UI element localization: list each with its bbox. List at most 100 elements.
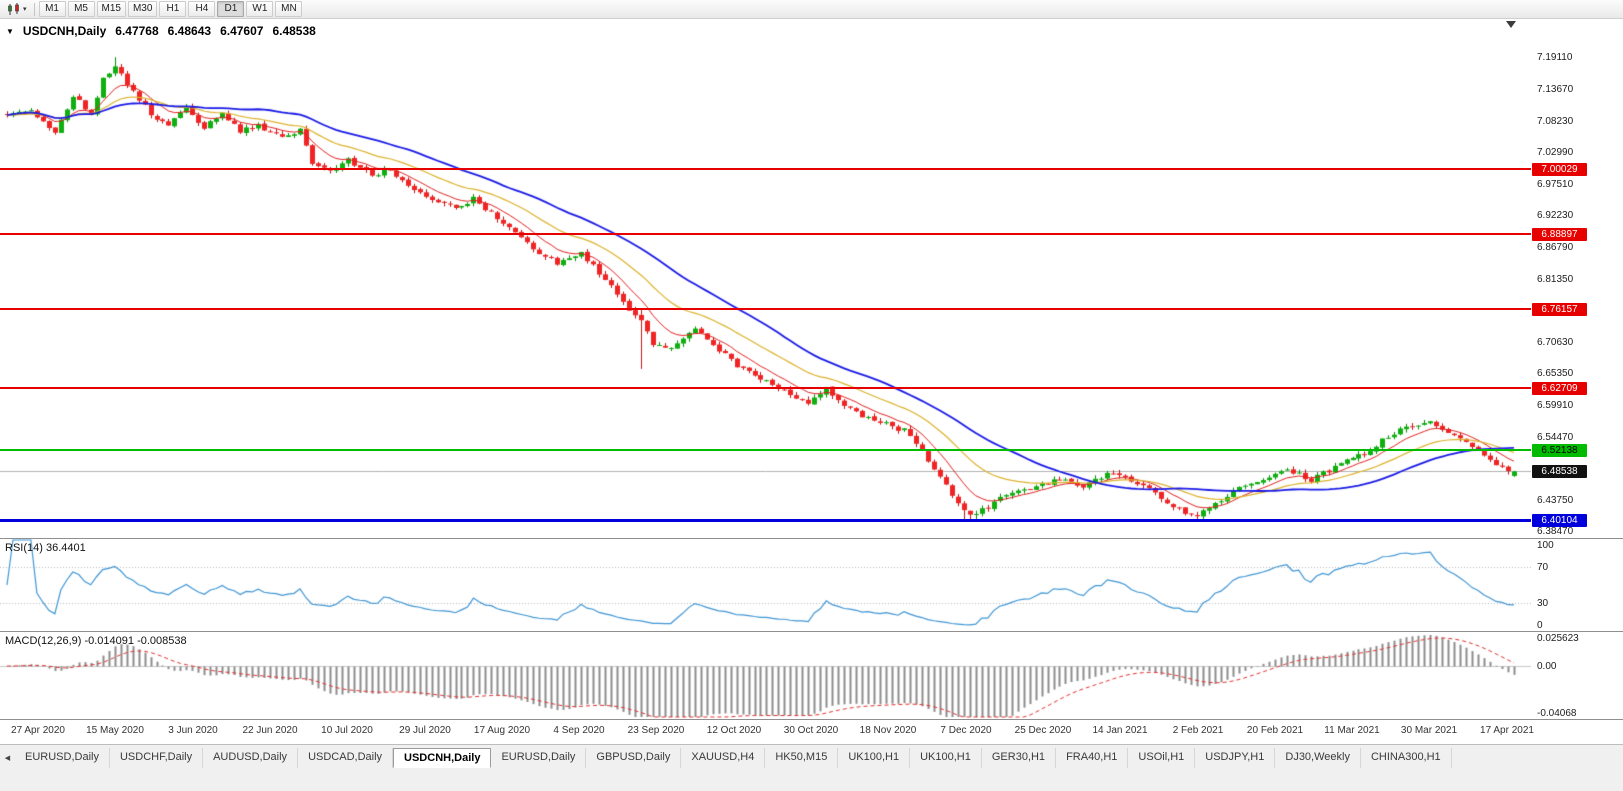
- chart-tab-gbpusd-daily[interactable]: GBPUSD,Daily: [586, 748, 682, 768]
- panel-separator[interactable]: [0, 538, 1623, 539]
- timeframe-button-m5[interactable]: M5: [67, 1, 95, 17]
- timeframe-toolbar: ▾ M1 M5 M15 M30 H1 H4 D1 W1 MN: [0, 0, 1623, 19]
- chart-tab-usdcad-daily[interactable]: USDCAD,Daily: [298, 748, 394, 768]
- rsi-axis-label: 0: [1537, 620, 1543, 631]
- price-axis-label: 7.19110: [1537, 52, 1573, 63]
- level-price-badge: 7.00029: [1532, 163, 1587, 176]
- date-axis-label: 30 Oct 2020: [783, 725, 839, 736]
- date-axis-label: 18 Nov 2020: [859, 725, 917, 736]
- price-axis-label: 6.81350: [1537, 274, 1574, 285]
- resistance-line[interactable]: [0, 387, 1531, 389]
- resistance-line[interactable]: [0, 233, 1531, 235]
- date-axis-label: 3 Jun 2020: [168, 725, 218, 736]
- candlestick-chart-icon: [8, 2, 19, 15]
- price-axis-label: 6.59910: [1537, 400, 1574, 411]
- level-price-badge: 6.88897: [1532, 228, 1587, 241]
- chart-tab-usdchf-daily[interactable]: USDCHF,Daily: [110, 748, 204, 768]
- rsi-axis-label: 30: [1537, 598, 1549, 609]
- timeframe-button-d1[interactable]: D1: [217, 1, 245, 17]
- chart-window: ▼ USDCNH,Daily 6.47768 6.48643 6.47607 6…: [0, 19, 1623, 744]
- chart-tab-hk50-m15[interactable]: HK50,M15: [765, 748, 839, 768]
- chart-tab-xauusd-h4[interactable]: XAUUSD,H4: [681, 748, 766, 768]
- chart-tab-fra40-h1[interactable]: FRA40,H1: [1056, 748, 1129, 768]
- price-axis-label: 6.97510: [1537, 179, 1574, 190]
- level-price-badge: 6.52138: [1532, 444, 1587, 457]
- date-axis-label: 7 Dec 2020: [940, 725, 992, 736]
- price-axis-label: 7.08230: [1537, 116, 1574, 127]
- resistance-line[interactable]: [0, 168, 1531, 170]
- date-axis-label: 11 Mar 2021: [1324, 725, 1380, 736]
- timeframe-button-m15[interactable]: M15: [96, 1, 126, 17]
- date-axis-label: 14 Jan 2021: [1092, 725, 1148, 736]
- ohlc-high: 6.48643: [167, 24, 212, 38]
- chart-tab-usdjpy-h1[interactable]: USDJPY,H1: [1195, 748, 1276, 768]
- dropdown-caret-icon: ▾: [23, 5, 27, 13]
- price-axis-label: 6.92230: [1537, 210, 1574, 221]
- chart-tab-eurusd-daily[interactable]: EURUSD,Daily: [491, 748, 587, 768]
- date-axis-label: 27 Apr 2020: [11, 725, 65, 736]
- resistance-line[interactable]: [0, 308, 1531, 310]
- rsi-indicator-canvas[interactable]: [0, 539, 1531, 631]
- tabs-scroll-left[interactable]: ◀: [4, 755, 11, 762]
- ohlc-close: 6.48538: [272, 24, 316, 38]
- macd-axis-label: 0.00: [1537, 661, 1557, 672]
- date-axis-label: 22 Jun 2020: [242, 725, 298, 736]
- current-price-badge: 6.48538: [1532, 465, 1587, 478]
- macd-indicator-canvas[interactable]: [0, 632, 1531, 719]
- ohlc-low: 6.47607: [220, 24, 264, 38]
- date-axis-label: 2 Feb 2021: [1172, 725, 1224, 736]
- time-axis[interactable]: 27 Apr 2020 15 May 2020 3 Jun 2020 22 Jun 2…: [0, 720, 1623, 744]
- timeframe-buttons: M1 M5 M15 M30 H1 H4 D1 W1 MN: [38, 1, 303, 17]
- price-axis-label: 7.13670: [1537, 84, 1574, 95]
- chart-shift-marker-icon[interactable]: [1506, 21, 1516, 28]
- macd-axis-label: 0.025623: [1537, 633, 1579, 644]
- chart-tab-dj30-weekly[interactable]: DJ30,Weekly: [1275, 748, 1361, 768]
- macd-label: MACD(12,26,9) -0.014091 -0.008538: [5, 635, 187, 647]
- date-axis-label: 25 Dec 2020: [1014, 725, 1072, 736]
- chart-tab-audusd-daily[interactable]: AUDUSD,Daily: [203, 748, 299, 768]
- timeframe-button-h1[interactable]: H1: [159, 1, 187, 17]
- timeframe-button-w1[interactable]: W1: [246, 1, 274, 17]
- chart-tab-china300-h1[interactable]: CHINA300,H1: [1361, 748, 1452, 768]
- price-axis-label: 6.43750: [1537, 495, 1574, 506]
- chart-tab-eurusd-daily[interactable]: EURUSD,Daily: [15, 748, 110, 768]
- date-axis-label: 23 Sep 2020: [627, 725, 685, 736]
- chart-tab-usoil-h1[interactable]: USOil,H1: [1128, 748, 1196, 768]
- chart-tabs-bar: ◀ EURUSD,Daily USDCHF,Daily AUDUSD,Daily US…: [0, 744, 1623, 791]
- price-axis-label: 7.02990: [1537, 147, 1574, 158]
- timeframe-button-m1[interactable]: M1: [38, 1, 66, 17]
- date-axis-label: 30 Mar 2021: [1400, 725, 1458, 736]
- chart-tab-usdcnh-daily[interactable]: USDCNH,Daily: [393, 748, 492, 768]
- chart-tab-uk100-h1[interactable]: UK100,H1: [838, 748, 911, 768]
- price-chart-canvas[interactable]: [0, 19, 1531, 538]
- chart-tab-uk100-h1[interactable]: UK100,H1: [910, 748, 982, 768]
- collapse-arrow-icon[interactable]: ▼: [6, 26, 14, 36]
- level-price-badge: 6.40104: [1532, 514, 1587, 527]
- panel-separator[interactable]: [0, 631, 1623, 632]
- symbol-title: USDCNH,Daily: [22, 24, 107, 38]
- panel-separator: [0, 719, 1623, 720]
- timeframe-button-m30[interactable]: M30: [127, 1, 158, 17]
- rsi-axis-label: 100: [1537, 540, 1554, 551]
- timeframe-button-h4[interactable]: H4: [188, 1, 216, 17]
- chart-tab-ger30-h1[interactable]: GER30,H1: [982, 748, 1057, 768]
- date-axis-label: 15 May 2020: [86, 725, 144, 736]
- rsi-axis-label: 70: [1537, 562, 1549, 573]
- date-axis-label: 17 Aug 2020: [473, 725, 531, 736]
- price-axis-label: 6.86790: [1537, 242, 1574, 253]
- price-axis-label: 6.54470: [1537, 432, 1574, 443]
- chart-type-icon[interactable]: ▾: [3, 1, 30, 18]
- date-axis-label: 17 Apr 2021: [1480, 725, 1534, 736]
- price-axis-label: 6.70630: [1537, 337, 1574, 348]
- toolbar-separator: [33, 2, 35, 16]
- support-line[interactable]: [0, 449, 1531, 451]
- support-line[interactable]: [0, 519, 1531, 522]
- chart-title: ▼ USDCNH,Daily 6.47768 6.48643 6.47607 6…: [6, 24, 316, 38]
- date-axis-label: 29 Jul 2020: [399, 725, 451, 736]
- date-axis-label: 12 Oct 2020: [706, 725, 762, 736]
- macd-axis-label: -0.04068: [1537, 708, 1577, 719]
- chart-tabs: EURUSD,Daily USDCHF,Daily AUDUSD,Daily USDC…: [15, 748, 1452, 768]
- timeframe-button-mn[interactable]: MN: [275, 1, 303, 17]
- price-axis-label: 6.65350: [1537, 368, 1574, 379]
- date-axis-label: 10 Jul 2020: [321, 725, 373, 736]
